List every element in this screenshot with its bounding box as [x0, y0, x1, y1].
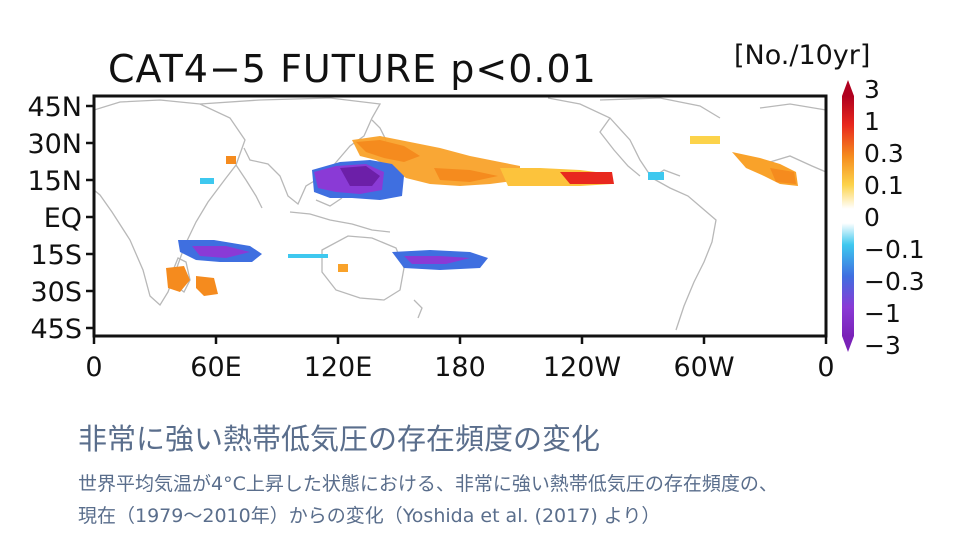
lon-labels: 0 60E 120E 180 120W 60W 0	[85, 352, 834, 383]
colorbar-body	[842, 96, 854, 336]
lon-label-120w: 120W	[543, 352, 621, 383]
colorbar-label-0: 0	[864, 203, 880, 232]
lon-label-60w: 60W	[673, 352, 734, 383]
lon-label-60e: 60E	[190, 352, 241, 383]
map-plot-area	[94, 96, 826, 336]
colorbar-label-neg-0-1: −0.1	[864, 235, 925, 264]
lon-label-0: 0	[85, 352, 102, 383]
unit-label: [No./10yr]	[734, 40, 870, 71]
caption-line-1: 世界平均気温が4°C上昇した状態における、非常に強い熱帯低気圧の存在頻度の、	[78, 473, 778, 495]
map-content	[94, 97, 826, 331]
lat-label-45n: 45N	[27, 92, 82, 123]
lat-label-30s: 30S	[31, 277, 83, 308]
caption-description: 世界平均気温が4°C上昇した状態における、非常に強い熱帯低気圧の存在頻度の、 現…	[78, 468, 948, 532]
colorbar-bottom-arrow	[842, 336, 854, 352]
lon-label-120e: 120E	[304, 352, 373, 383]
caption-title: 非常に強い熱帯低気圧の存在頻度の変化	[78, 422, 601, 456]
colorbar-label-neg-3: −3	[864, 331, 901, 360]
madagascar-increase	[166, 266, 190, 292]
colorbar-label-1: 1	[864, 107, 880, 136]
colorbar-label-0-3: 0.3	[864, 139, 904, 168]
lat-labels: 45N 30N 15N EQ 15S 30S 45S	[27, 92, 82, 345]
colorbar-label-neg-1: −1	[864, 299, 901, 328]
colorbar-top-arrow	[842, 80, 854, 96]
decrease-regions	[178, 160, 664, 270]
colorbar-label-neg-0-3: −0.3	[864, 267, 925, 296]
colorbar: 3 1 0.3 0.1 0 −0.1 −0.3 −1 −3	[842, 75, 925, 360]
lat-label-eq: EQ	[44, 203, 82, 234]
lat-label-30n: 30N	[27, 129, 82, 160]
lat-label-15s: 15S	[31, 240, 83, 271]
lon-label-180: 180	[434, 352, 486, 383]
map-title: CAT4−5 FUTURE p<0.01	[108, 47, 597, 91]
colorbar-label-0-1: 0.1	[864, 171, 904, 200]
colorbar-label-3: 3	[864, 75, 880, 104]
lat-label-15n: 15N	[27, 166, 82, 197]
lon-ticks	[92, 336, 828, 344]
lat-label-45s: 45S	[31, 314, 83, 345]
caption-line-2: 現在（1979〜2010年）からの変化（Yoshida et al. (2017…	[78, 505, 661, 527]
increase-regions	[166, 136, 798, 296]
lat-ticks	[86, 104, 94, 330]
lon-label-0-right: 0	[817, 352, 834, 383]
